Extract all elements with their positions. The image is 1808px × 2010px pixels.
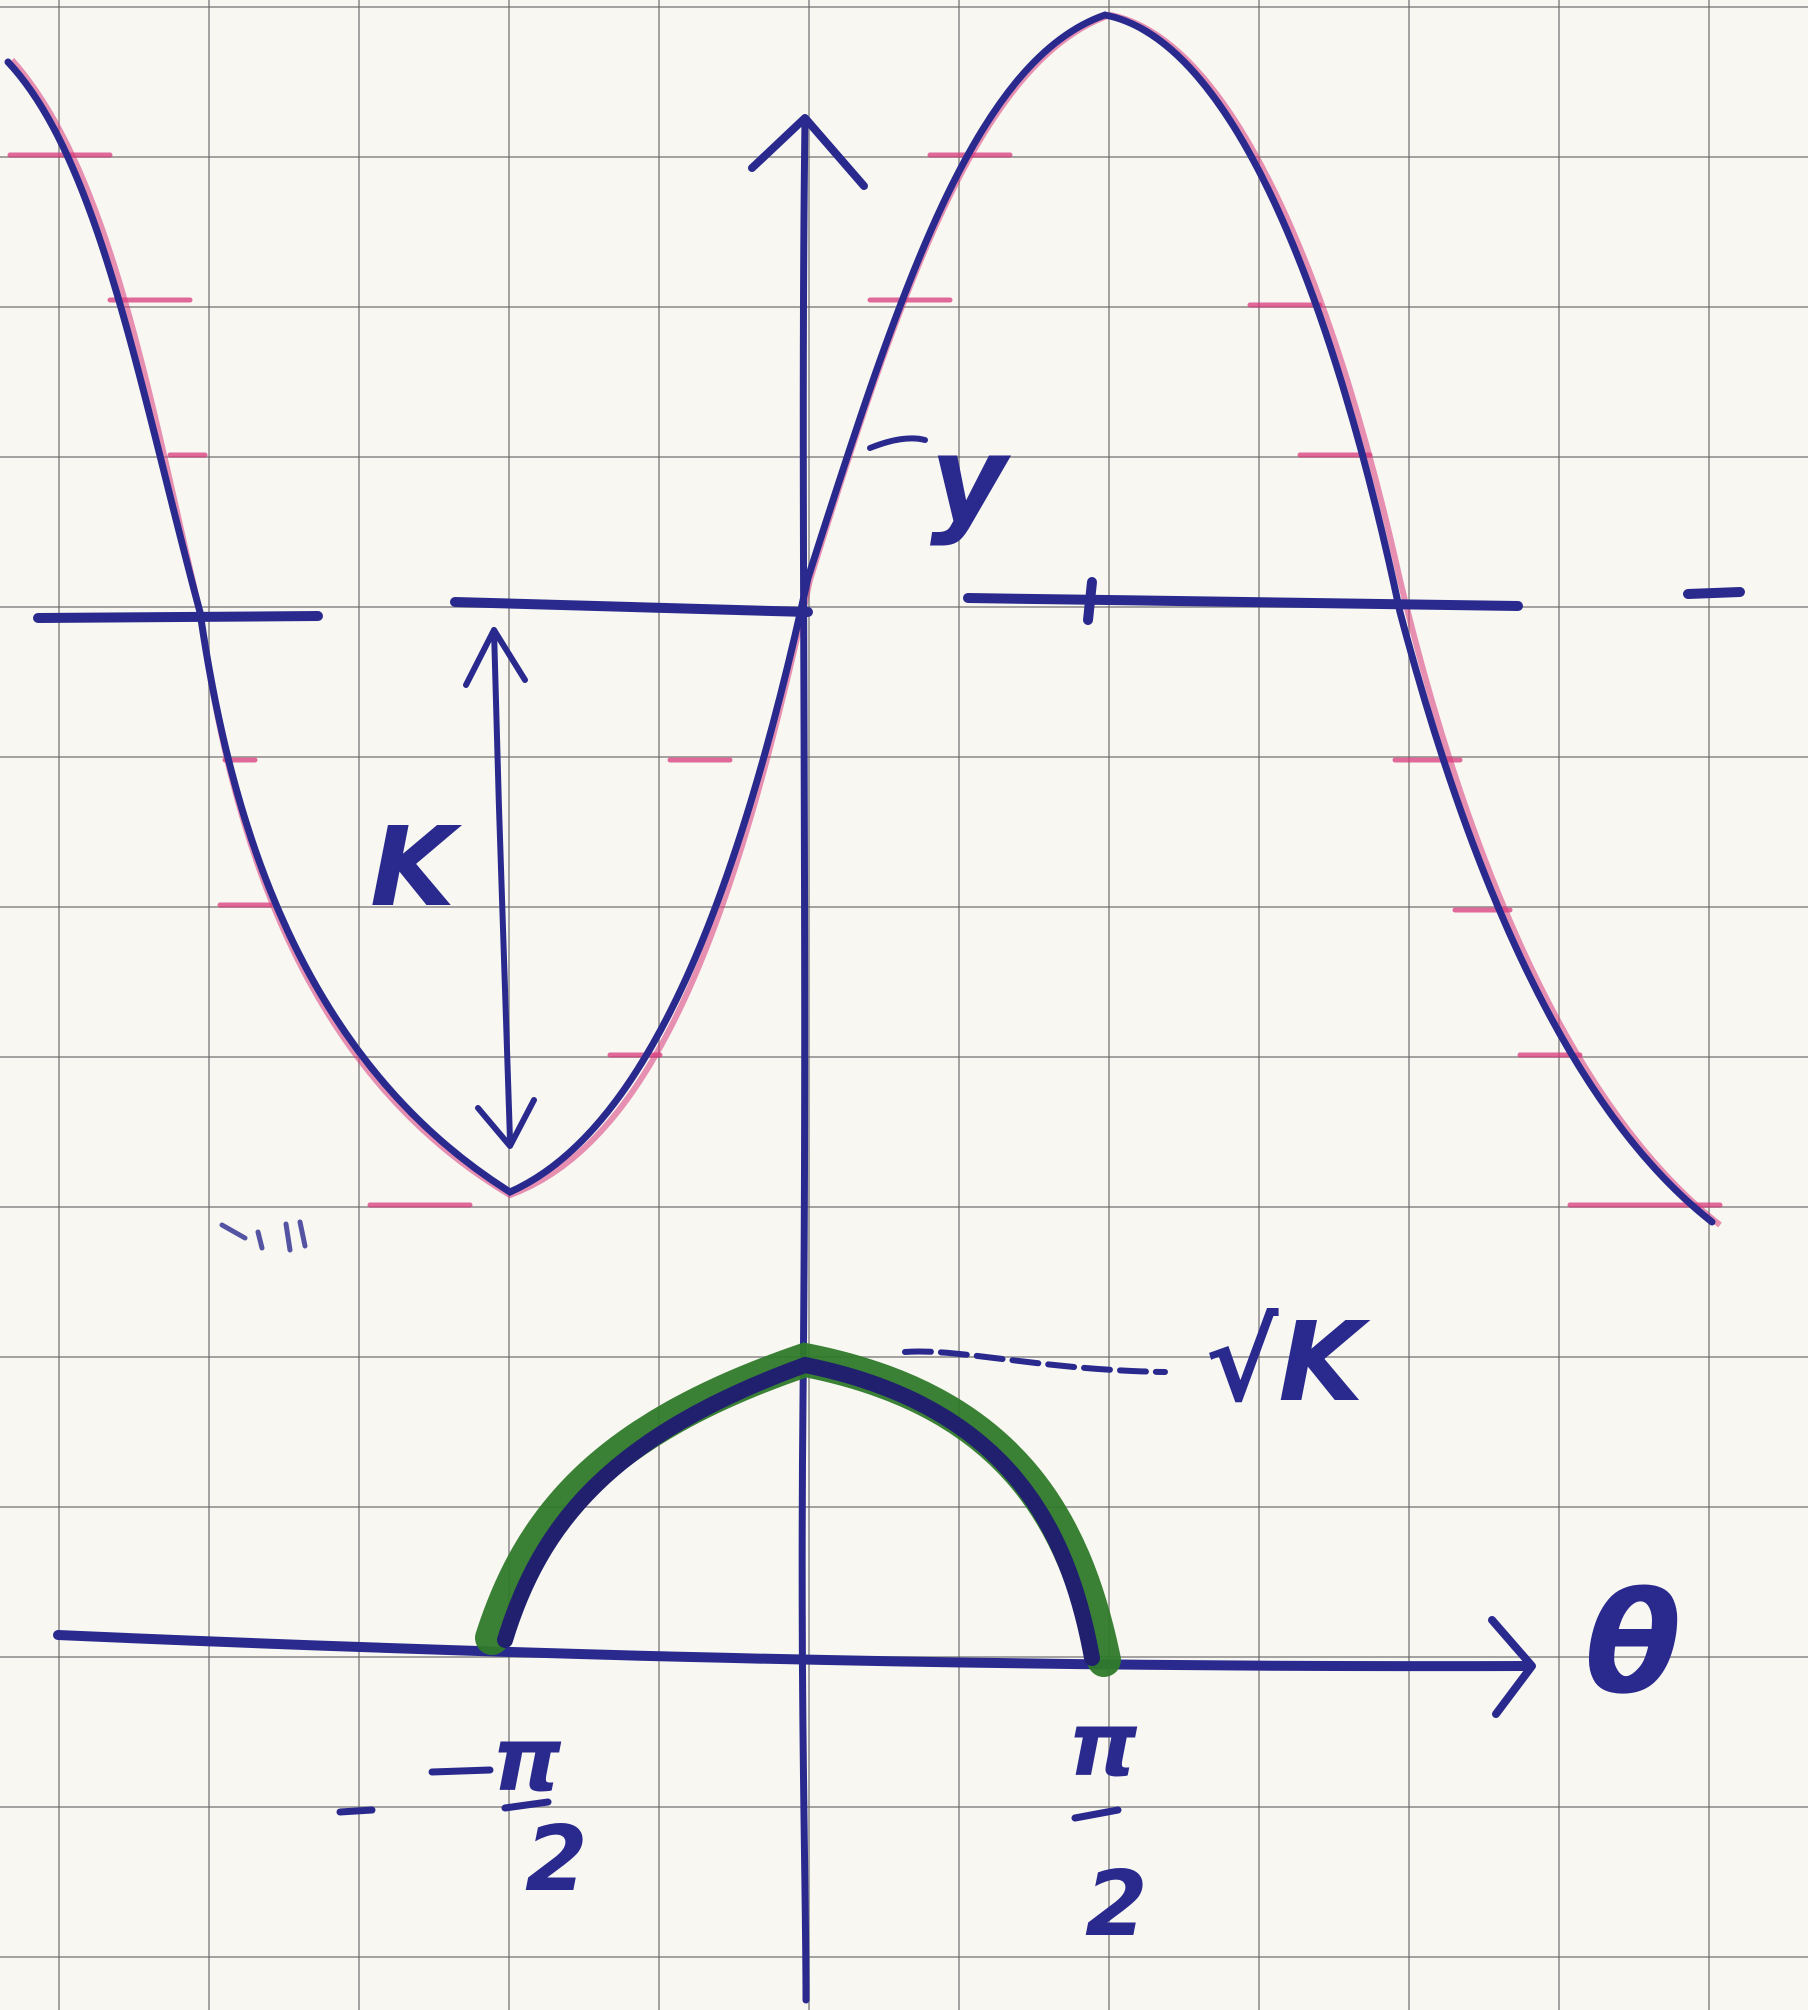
pos-denominator-label: 2 (1085, 1852, 1148, 1957)
neg-pi-label: π (492, 1708, 562, 1811)
theta-axis-arrowhead (1488, 1616, 1536, 1718)
y-axis-label: y (930, 410, 1012, 548)
theta-axis-label: θ (1585, 1563, 1681, 1726)
theta-axis (53, 1630, 1533, 1672)
y-axis (798, 116, 810, 2004)
pos-pi-label: π (1068, 1693, 1138, 1796)
pos-fraction-bar (1071, 1806, 1122, 1822)
neg-sign-dashes (336, 1766, 494, 1816)
y-axis-arrowhead (748, 114, 868, 190)
peak-leader (902, 1348, 1168, 1375)
sqrt-cos-arch-highlight (475, 1342, 1121, 1677)
red-construction-ticks (7, 152, 1723, 1208)
y-label-leader (867, 435, 928, 451)
peak-label: √K (1205, 1298, 1371, 1426)
amplitude-arrow-bottom-head (475, 1097, 537, 1149)
scribble-mark (219, 1219, 308, 1253)
neg-fraction-bar (501, 1798, 552, 1812)
amplitude-arrow (491, 627, 513, 1143)
amplitude-arrow-top-head (463, 627, 528, 688)
midline (33, 577, 1745, 625)
neg-denominator-label: 2 (525, 1807, 588, 1912)
sqrt-cos-arch (497, 1356, 1100, 1666)
amplitude-label: K (370, 803, 463, 931)
sine-curve (4, 11, 1716, 1226)
